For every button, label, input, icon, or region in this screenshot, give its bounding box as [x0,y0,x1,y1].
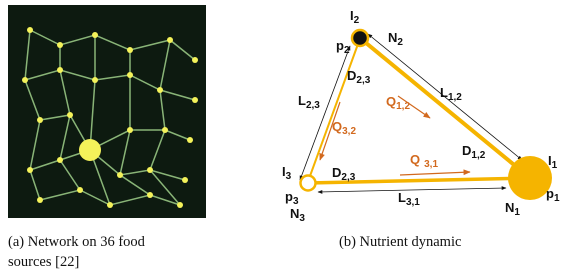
label-sub: 2 [344,45,350,56]
length-arrow [318,188,506,192]
label-main: D [347,68,356,83]
label-sub: 3,2 [342,126,356,137]
network-photo [8,5,206,218]
label-main: Q [332,119,342,134]
diagram-label: L2,3 [298,93,320,111]
diagram-label: p1 [546,186,560,204]
diagram-label: I2 [350,8,360,26]
label-sub: 1 [514,207,520,218]
label-main: L [298,93,306,108]
label-sub: 2 [397,37,403,48]
label-main: N [505,200,514,215]
label-sub: 3,1 [424,159,438,170]
diagram-label: Q 3,1 [410,152,438,170]
diagram-label: p3 [285,189,299,207]
label-sub: 3,1 [406,197,420,208]
diagram-label: D1,2 [462,143,486,161]
label-main: N [388,30,397,45]
label-sub: 3 [299,213,305,224]
node [301,176,316,191]
diagram-label: L1,2 [440,85,462,103]
diagram-label: D2,3 [347,68,371,86]
label-sub: 1,2 [471,150,485,161]
node [352,30,368,46]
label-sub: 1,2 [448,92,462,103]
diagram-label: I3 [282,164,292,182]
label-main: D [332,165,341,180]
diagram-label: Q3,2 [332,119,356,137]
label-main: L [440,85,448,100]
diagram-label: N3 [290,206,305,224]
figure: (a) Network on 36 food sources [22] I2p2… [0,0,572,274]
diagram-label: N2 [388,30,403,48]
caption-a: sources [22] [8,254,79,270]
label-sub: 2,3 [306,100,320,111]
label-main: N [290,206,299,221]
label-sub: 2 [354,15,360,26]
caption-a: (a) Network on 36 food [8,234,146,250]
label-sub: 1 [552,160,558,171]
label-sub: 2,3 [356,75,370,86]
label-main: Q [386,94,396,109]
diagram-label: N1 [505,200,520,218]
length-arrow [300,46,350,180]
label-main: Q [410,152,420,167]
label-sub: 2,3 [341,172,355,183]
label-main: p [336,38,344,53]
photo-background [8,5,206,218]
flux-arrow [400,172,470,175]
label-sub: 3 [286,171,292,182]
label-sub: 1 [554,193,560,204]
label-main: D [462,143,471,158]
diagram-label: L3,1 [398,190,420,208]
label-main: p [546,186,554,201]
diagram-label: D2,3 [332,165,356,183]
caption-b: (b) Nutrient dynamic [339,234,461,250]
label-main: p [285,189,293,204]
diagram-label: p2 [336,38,350,56]
label-main: L [398,190,406,205]
label-sub: 1,2 [396,101,410,112]
